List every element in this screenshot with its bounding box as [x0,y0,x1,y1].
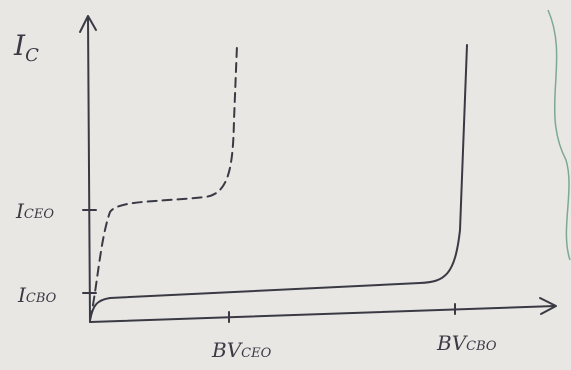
label-sub: CBO [26,291,57,306]
label-main: BV [211,338,244,362]
label-sub: CEO [241,346,271,361]
label-sub: C [25,45,39,66]
diagram: IC ICEO ICBO BVCEO BVCBO [0,0,571,370]
label-sub: CEO [24,207,54,222]
label-main: I [13,29,26,62]
label-main: BV [436,331,469,355]
label-sub: CBO [466,339,497,354]
